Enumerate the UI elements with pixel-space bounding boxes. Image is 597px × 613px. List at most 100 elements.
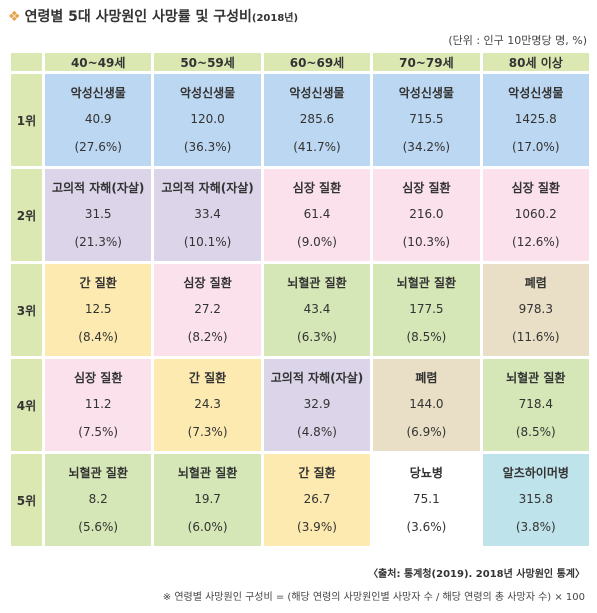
death-rate-value: 27.2 [194, 302, 221, 316]
cause-cell: 심장 질환 11.2 (7.5%) [41, 356, 155, 454]
table-row: 4위 심장 질환 11.2 (7.5%) 간 질환 24.3 (7.3%) 고의적 자해(자살… [8, 356, 593, 454]
cause-name: 당뇨병 [409, 466, 443, 480]
composition-ratio: (27.6%) [74, 140, 122, 154]
cause-cell: 심장 질환 1060.2 (12.6%) [479, 166, 593, 264]
death-rate-value: 24.3 [194, 397, 221, 411]
table-row: 5위 뇌혈관 질환 8.2 (5.6%) 뇌혈관 질환 19.7 (6.0%) 간 질환 26.… [8, 451, 593, 549]
title-year: (2018년) [251, 13, 299, 24]
composition-ratio: (7.5%) [78, 425, 119, 439]
header-age-50s: 50~59세 [151, 50, 264, 74]
cause-cell: 뇌혈관 질환 177.5 (8.5%) [370, 261, 483, 359]
cause-cell: 폐렴 144.0 (6.9%) [370, 356, 483, 454]
cause-name: 간 질환 [79, 276, 117, 290]
header-age-40s: 40~49세 [41, 50, 155, 74]
composition-ratio: (41.7%) [293, 140, 341, 154]
cause-cell: 심장 질환 61.4 (9.0%) [260, 166, 374, 264]
cause-name: 간 질환 [298, 466, 336, 480]
composition-ratio: (5.6%) [78, 520, 119, 534]
composition-ratio: (8.2%) [187, 330, 228, 344]
death-rate-value: 61.4 [303, 207, 331, 221]
rank-label: 2위 [8, 166, 45, 264]
cause-cell: 폐렴 978.3 (11.6%) [479, 261, 593, 359]
cause-name: 악성신생물 [398, 86, 454, 100]
composition-ratio: (36.3%) [183, 140, 232, 154]
cause-of-death-table: 40~49세 50~59세 60~69세 70~79세 80세 이상 1위 악성신… [8, 50, 593, 549]
death-rate-value: 33.4 [194, 207, 221, 221]
cause-name: 간 질환 [188, 371, 227, 385]
death-rate-value: 8.2 [88, 492, 108, 506]
composition-ratio: (6.9%) [406, 425, 447, 439]
header-row: 40~49세 50~59세 60~69세 70~79세 80세 이상 [8, 50, 593, 74]
header-age-60s: 60~69세 [260, 50, 374, 74]
rank-label: 3위 [8, 261, 45, 359]
cause-name: 뇌혈관 질환 [287, 276, 347, 290]
cause-name: 고의적 자해(자살) [270, 371, 364, 385]
death-rate-value: 11.2 [84, 397, 112, 411]
death-rate-value: 43.4 [303, 302, 331, 316]
cause-cell: 뇌혈관 질환 718.4 (8.5%) [479, 356, 593, 454]
death-rate-value: 1425.8 [514, 112, 557, 126]
source-citation: 〈출처: 통계청(2019). 2018년 사망원인 통계〉 [368, 569, 585, 580]
cause-cell: 악성신생물 40.9 (27.6%) [41, 71, 155, 169]
cause-name: 심장 질환 [292, 181, 342, 195]
death-rate-value: 19.7 [194, 492, 221, 506]
page-title: ❖ 연령별 5대 사망원인 사망률 및 구성비(2018년) [8, 6, 298, 26]
composition-ratio: (3.9%) [297, 520, 337, 534]
death-rate-value: 75.1 [413, 492, 440, 506]
death-rate-value: 120.0 [190, 112, 225, 126]
composition-ratio: (8.5%) [406, 330, 447, 344]
death-rate-value: 216.0 [409, 207, 444, 221]
rank-label: 5위 [8, 451, 45, 549]
cause-name: 심장 질환 [183, 276, 232, 290]
cause-cell: 간 질환 12.5 (8.4%) [41, 261, 155, 359]
cause-name: 폐렴 [415, 371, 438, 385]
composition-ratio: (9.0%) [297, 235, 337, 249]
composition-ratio: (6.0%) [187, 520, 228, 534]
composition-ratio: (3.8%) [515, 520, 556, 534]
cause-name: 악성신생물 [179, 86, 236, 100]
cause-name: 뇌혈관 질환 [68, 466, 128, 480]
death-rate-value: 26.7 [303, 492, 331, 506]
cause-cell: 고의적 자해(자살) 32.9 (4.8%) [260, 356, 374, 454]
composition-ratio: (17.0%) [512, 140, 560, 154]
cause-cell: 악성신생물 120.0 (36.3%) [151, 71, 264, 169]
header-age-70s: 70~79세 [370, 50, 483, 74]
composition-ratio: (34.2%) [402, 140, 451, 154]
death-rate-value: 31.5 [84, 207, 112, 221]
title-text: 연령별 5대 사망원인 사망률 및 구성비 [24, 9, 252, 25]
cause-cell: 당뇨병 75.1 (3.6%) [370, 451, 483, 549]
death-rate-value: 285.6 [299, 112, 335, 126]
cause-cell: 뇌혈관 질환 19.7 (6.0%) [151, 451, 264, 549]
composition-ratio: (8.4%) [78, 330, 119, 344]
cause-name: 심장 질환 [402, 181, 451, 195]
rank-label: 4위 [8, 356, 45, 454]
rank-label: 1위 [8, 71, 45, 169]
composition-ratio: (21.3%) [74, 235, 122, 249]
cause-cell: 뇌혈관 질환 43.4 (6.3%) [260, 261, 374, 359]
cause-name: 악성신생물 [289, 86, 345, 100]
death-rate-value: 40.9 [84, 112, 112, 126]
death-rate-value: 32.9 [303, 397, 331, 411]
cause-cell: 고의적 자해(자살) 31.5 (21.3%) [41, 166, 155, 264]
cause-name: 알츠하이머병 [502, 466, 569, 480]
cause-cell: 심장 질환 27.2 (8.2%) [151, 261, 264, 359]
composition-ratio: (10.1%) [183, 235, 232, 249]
table-row: 3위 간 질환 12.5 (8.4%) 심장 질환 27.2 (8.2%) 뇌혈관 질환 43.… [8, 261, 593, 359]
cause-cell: 고의적 자해(자살) 33.4 (10.1%) [151, 166, 264, 264]
death-rate-value: 1060.2 [514, 207, 557, 221]
footnote: ※ 연령별 사망원인 구성비 = (해당 연령의 사망원인별 사망자 수 / 해… [162, 592, 585, 603]
composition-ratio: (4.8%) [297, 425, 337, 439]
death-rate-value: 978.3 [518, 302, 553, 316]
cause-name: 고의적 자해(자살) [161, 181, 254, 195]
death-rate-value: 12.5 [84, 302, 112, 316]
cause-name: 심장 질환 [74, 371, 123, 385]
cause-name: 고의적 자해(자살) [51, 181, 145, 195]
death-rate-value: 718.4 [518, 397, 553, 411]
cause-name: 악성신생물 [70, 86, 126, 100]
death-rate-value: 715.5 [409, 112, 444, 126]
unit-note: (단위 : 인구 10만명당 명, %) [448, 34, 587, 47]
death-rate-value: 177.5 [409, 302, 444, 316]
composition-ratio: (6.3%) [297, 330, 337, 344]
cause-cell: 알츠하이머병 315.8 (3.8%) [479, 451, 593, 549]
composition-ratio: (3.6%) [406, 520, 447, 534]
